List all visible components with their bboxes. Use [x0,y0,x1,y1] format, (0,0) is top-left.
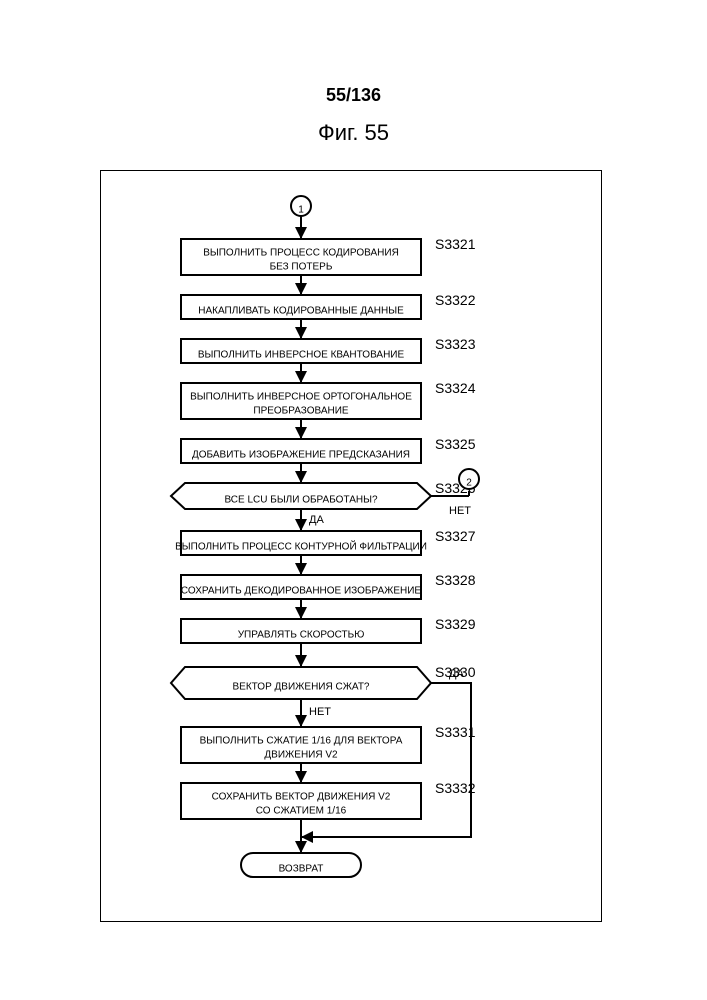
figure-title: Фиг. 55 [0,120,707,146]
svg-text:НЕТ: НЕТ [309,706,331,718]
svg-text:1: 1 [298,205,304,216]
svg-text:НЕТ: НЕТ [449,505,471,517]
svg-text:S3332: S3332 [435,780,476,796]
diagram-frame: 1 ВЫПОЛНИТЬ ПРОЦЕСС КОДИРОВАНИЯ БЕЗ ПОТЕРЬ… [100,170,602,922]
svg-text:ДВИЖЕНИЯ V2: ДВИЖЕНИЯ V2 [264,750,338,761]
page-number: 55/136 [0,85,707,106]
svg-text:УПРАВЛЯТЬ СКОРОСТЬЮ: УПРАВЛЯТЬ СКОРОСТЬЮ [238,630,365,641]
svg-text:S3331: S3331 [435,724,476,740]
svg-text:S3327: S3327 [435,528,476,544]
svg-text:СОХРАНИТЬ ДЕКОДИРОВАННОЕ ИЗОБР: СОХРАНИТЬ ДЕКОДИРОВАННОЕ ИЗОБРАЖЕНИЕ [181,586,422,597]
svg-text:S3325: S3325 [435,436,476,452]
svg-text:ДА: ДА [449,668,464,680]
flowchart-svg: 1 ВЫПОЛНИТЬ ПРОЦЕСС КОДИРОВАНИЯ БЕЗ ПОТЕРЬ… [101,171,601,921]
svg-text:ДОБАВИТЬ ИЗОБРАЖЕНИЕ ПРЕДСКАЗА: ДОБАВИТЬ ИЗОБРАЖЕНИЕ ПРЕДСКАЗАНИЯ [192,450,410,461]
svg-text:S3322: S3322 [435,292,476,308]
svg-text:S3324: S3324 [435,380,476,396]
svg-text:НАКАПЛИВАТЬ КОДИРОВАННЫЕ ДАННЫ: НАКАПЛИВАТЬ КОДИРОВАННЫЕ ДАННЫЕ [198,306,404,317]
svg-text:ВЫПОЛНИТЬ ПРОЦЕСС КОДИРОВАНИЯ: ВЫПОЛНИТЬ ПРОЦЕСС КОДИРОВАНИЯ [203,248,399,259]
svg-text:ВЕКТОР ДВИЖЕНИЯ СЖАТ?: ВЕКТОР ДВИЖЕНИЯ СЖАТ? [232,682,369,693]
svg-text:ВСЕ LCU БЫЛИ ОБРАБОТАНЫ?: ВСЕ LCU БЫЛИ ОБРАБОТАНЫ? [224,495,377,506]
svg-text:СОХРАНИТЬ ВЕКТОР ДВИЖЕНИЯ V2: СОХРАНИТЬ ВЕКТОР ДВИЖЕНИЯ V2 [212,792,391,803]
svg-text:ДА: ДА [309,514,324,526]
svg-text:ВЫПОЛНИТЬ СЖАТИЕ 1/16 ДЛЯ ВЕКТ: ВЫПОЛНИТЬ СЖАТИЕ 1/16 ДЛЯ ВЕКТОРА [200,736,403,747]
svg-text:2: 2 [466,478,472,489]
svg-text:ВЫПОЛНИТЬ ИНВЕРСНОЕ ОРТОГОНАЛЬ: ВЫПОЛНИТЬ ИНВЕРСНОЕ ОРТОГОНАЛЬНОЕ [190,392,412,403]
svg-text:S3328: S3328 [435,572,476,588]
svg-text:ПРЕОБРАЗОВАНИЕ: ПРЕОБРАЗОВАНИЕ [253,406,349,417]
svg-text:S3323: S3323 [435,336,476,352]
svg-text:БЕЗ ПОТЕРЬ: БЕЗ ПОТЕРЬ [270,262,333,273]
svg-text:СО СЖАТИЕМ 1/16: СО СЖАТИЕМ 1/16 [256,806,347,817]
page-container: 55/136 Фиг. 55 1 ВЫПОЛНИТЬ ПРОЦЕСС КОДИРО… [0,0,707,1000]
svg-text:ВЫПОЛНИТЬ ПРОЦЕСС КОНТУРНОЙ ФИ: ВЫПОЛНИТЬ ПРОЦЕСС КОНТУРНОЙ ФИЛЬТРАЦИИ [175,540,427,553]
svg-text:ВОЗВРАТ: ВОЗВРАТ [279,864,324,875]
svg-text:S3329: S3329 [435,616,476,632]
svg-text:ВЫПОЛНИТЬ ИНВЕРСНОЕ КВАНТОВАНИ: ВЫПОЛНИТЬ ИНВЕРСНОЕ КВАНТОВАНИЕ [198,350,405,361]
svg-text:S3321: S3321 [435,236,476,252]
